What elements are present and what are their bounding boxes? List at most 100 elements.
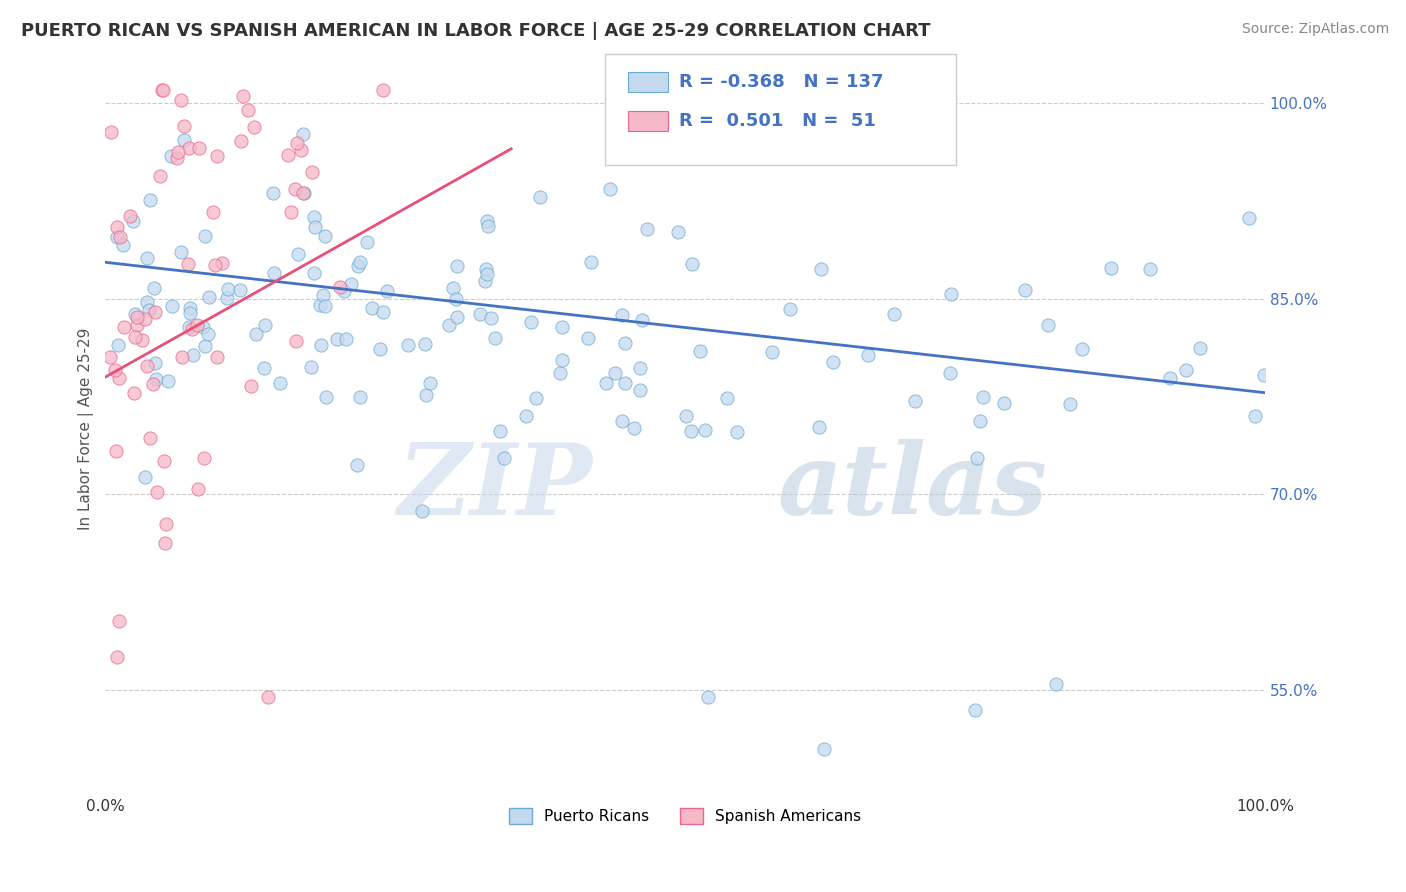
Point — [813, 741, 835, 756]
Point — [104, 444, 127, 458]
Point — [474, 274, 496, 288]
Point — [468, 307, 491, 321]
Point — [628, 384, 651, 398]
Point — [284, 334, 307, 349]
Point — [479, 311, 502, 326]
Point — [145, 372, 167, 386]
Point — [152, 454, 174, 468]
Point — [191, 320, 214, 334]
Point — [105, 650, 128, 665]
Point — [112, 238, 135, 252]
Point — [181, 348, 204, 362]
Point — [159, 149, 181, 163]
Point — [173, 119, 195, 133]
Point — [211, 255, 233, 269]
Point — [299, 359, 322, 374]
Point — [108, 614, 131, 628]
Point — [302, 210, 325, 224]
Point — [761, 344, 783, 359]
Point — [292, 186, 315, 200]
Point — [314, 229, 336, 244]
Point — [1253, 368, 1275, 382]
Point — [138, 302, 160, 317]
Point — [263, 266, 285, 280]
Point — [939, 287, 962, 301]
Point — [277, 147, 299, 161]
Point — [579, 255, 602, 269]
Point — [693, 423, 716, 437]
Point — [301, 165, 323, 179]
Point — [134, 312, 156, 326]
Point — [810, 261, 832, 276]
Point — [153, 536, 176, 550]
Point — [186, 318, 208, 332]
Point — [107, 371, 129, 385]
Point — [1099, 261, 1122, 276]
Point — [883, 307, 905, 321]
Point — [236, 103, 259, 117]
Point — [287, 247, 309, 261]
Point — [201, 205, 224, 219]
Point — [963, 703, 986, 717]
Point — [1188, 341, 1211, 355]
Point — [179, 301, 201, 316]
Point — [346, 259, 368, 273]
Point — [131, 334, 153, 348]
Point — [1070, 342, 1092, 356]
Point — [280, 205, 302, 219]
Point — [181, 322, 204, 336]
Point — [1045, 676, 1067, 690]
Point — [681, 257, 703, 271]
Point — [993, 396, 1015, 410]
Point — [179, 306, 201, 320]
Point — [173, 132, 195, 146]
Point — [104, 363, 127, 377]
Point — [292, 186, 315, 200]
Point — [551, 319, 574, 334]
Point — [529, 190, 551, 204]
Point — [349, 255, 371, 269]
Point — [375, 284, 398, 298]
Point — [396, 337, 419, 351]
Point — [194, 339, 217, 353]
Point — [100, 125, 122, 139]
Point — [142, 376, 165, 391]
Point — [716, 391, 738, 405]
Point — [179, 141, 201, 155]
Point — [349, 390, 371, 404]
Point — [413, 337, 436, 351]
Point — [155, 516, 177, 531]
Text: ZIP: ZIP — [398, 440, 592, 536]
Point — [415, 388, 437, 402]
Point — [551, 352, 574, 367]
Point — [145, 484, 167, 499]
Point — [441, 281, 464, 295]
Point — [188, 141, 211, 155]
Point — [98, 351, 121, 365]
Point — [475, 267, 498, 281]
Point — [1059, 397, 1081, 411]
Point — [160, 299, 183, 313]
Point — [229, 283, 252, 297]
Point — [105, 220, 128, 235]
Point — [124, 330, 146, 344]
Point — [333, 285, 356, 299]
Point — [107, 337, 129, 351]
Text: atlas: atlas — [778, 440, 1047, 536]
Point — [610, 414, 633, 428]
Point — [631, 312, 654, 326]
Point — [284, 182, 307, 196]
Y-axis label: In Labor Force | Age 25-29: In Labor Force | Age 25-29 — [79, 328, 94, 531]
Point — [373, 305, 395, 319]
Point — [156, 374, 179, 388]
Point — [636, 222, 658, 236]
Point — [197, 326, 219, 341]
Point — [177, 257, 200, 271]
Point — [245, 327, 267, 342]
Point — [150, 83, 173, 97]
Point — [1036, 318, 1059, 333]
Point — [614, 335, 637, 350]
Point — [966, 451, 988, 466]
Point — [668, 226, 690, 240]
Point — [292, 128, 315, 142]
